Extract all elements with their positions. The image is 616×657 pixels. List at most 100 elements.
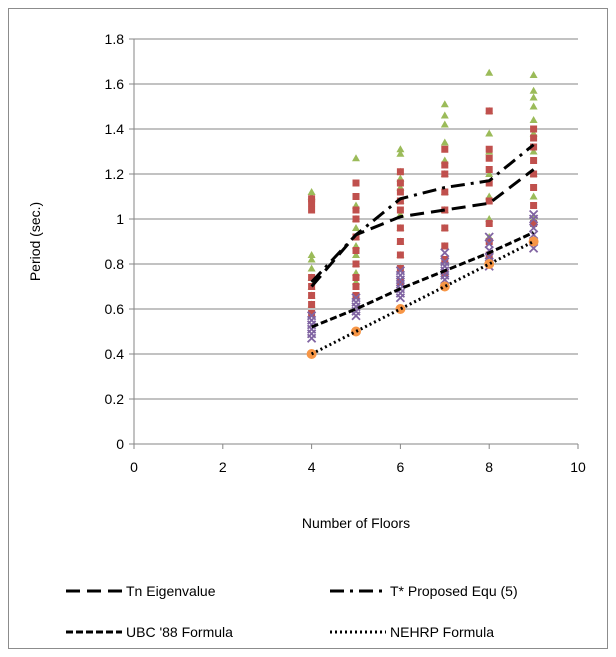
data-point-square — [396, 188, 404, 196]
data-point-triangle — [485, 170, 494, 177]
data-point-triangle — [529, 86, 538, 94]
data-point-triangle — [307, 255, 316, 263]
data-point-square — [485, 154, 493, 162]
data-point-x — [351, 293, 361, 303]
data-point-square — [352, 247, 360, 254]
y-tick-label: 1 — [116, 211, 124, 227]
data-point-triangle — [485, 68, 494, 76]
data-point-square — [352, 260, 360, 268]
data-point-x — [306, 311, 317, 321]
x-tick-label: 0 — [130, 459, 138, 475]
series-line — [310, 168, 535, 288]
data-point-triangle — [307, 188, 316, 195]
data-point-square — [352, 206, 360, 214]
legend-label: NEHRP Formula — [390, 624, 494, 640]
data-point-square — [396, 197, 404, 205]
data-point-circle — [351, 326, 361, 337]
data-point-square — [441, 188, 449, 196]
gridlines — [134, 38, 578, 400]
data-point-square — [441, 269, 449, 277]
data-point-square — [396, 179, 404, 187]
data-point-square — [530, 134, 538, 142]
series-line — [311, 231, 535, 329]
data-point-triangle — [440, 138, 449, 146]
data-point-square — [485, 107, 493, 115]
data-point-square — [485, 220, 493, 227]
data-point-square — [308, 310, 316, 317]
data-point-square — [396, 206, 404, 214]
data-point-triangle — [440, 120, 449, 128]
x-tick-label: 8 — [485, 459, 493, 475]
data-point-square — [530, 143, 538, 151]
data-point-x — [528, 209, 539, 220]
data-point-x — [440, 257, 450, 267]
data-point-square — [530, 184, 538, 191]
data-point-square — [396, 278, 404, 286]
data-point-square — [441, 170, 449, 178]
data-point-square — [352, 283, 360, 290]
data-point-square — [308, 301, 316, 308]
scatter-points — [306, 68, 539, 359]
data-point-square — [308, 199, 316, 207]
data-point-triangle — [307, 251, 316, 258]
data-point-x — [528, 223, 539, 233]
data-point-square — [352, 215, 360, 223]
y-tick-label: 0 — [116, 436, 124, 452]
data-point-square — [396, 265, 404, 272]
data-point-square — [441, 256, 449, 263]
data-point-x — [484, 232, 494, 242]
data-point-square — [530, 170, 538, 178]
y-tick-label: 1.4 — [105, 121, 125, 137]
data-point-square — [485, 197, 493, 205]
y-tick-label: 0.2 — [105, 391, 125, 407]
x-tick-label: 2 — [219, 459, 227, 475]
data-point-square — [396, 224, 404, 232]
data-point-square — [441, 145, 449, 153]
data-point-square — [530, 202, 538, 209]
data-point-square — [352, 292, 360, 299]
data-point-circle — [528, 236, 539, 247]
data-point-triangle — [396, 149, 405, 157]
data-point-triangle — [529, 116, 538, 123]
data-point-square — [530, 125, 538, 133]
y-tick-label: 1.2 — [105, 166, 125, 182]
data-point-triangle — [396, 145, 405, 153]
x-tick-labels: 0 2 4 6 8 10 — [130, 459, 586, 475]
data-point-x — [440, 248, 450, 258]
data-point-triangle — [352, 154, 360, 162]
legend: Tn Eigenvalue T* Proposed Equ (5) UBC '88 … — [66, 583, 518, 640]
data-point-x — [395, 266, 406, 276]
y-tick-label: 0.6 — [105, 301, 125, 317]
data-point-circle — [439, 281, 450, 292]
x-tick-label: 10 — [570, 459, 586, 475]
data-point-x — [484, 239, 494, 249]
data-point-triangle — [307, 264, 316, 272]
data-point-circle — [395, 304, 406, 314]
y-axis-title: Period (sec.) — [27, 202, 43, 281]
data-point-triangle — [529, 102, 538, 110]
data-point-square — [308, 206, 316, 214]
data-point-square — [441, 224, 449, 232]
data-point-square — [396, 238, 404, 245]
data-point-triangle — [440, 100, 449, 108]
x-tick-label: 6 — [397, 459, 405, 475]
data-point-triangle — [440, 111, 449, 119]
y-tick-label: 1.8 — [105, 31, 125, 47]
fit-lines — [310, 143, 535, 356]
data-point-square — [485, 251, 493, 259]
data-point-square — [530, 157, 538, 164]
y-tick-labels: 0 0.2 0.4 0.6 0.8 1 1.2 1.4 1.6 1.8 — [105, 31, 125, 452]
data-point-triangle — [485, 129, 494, 137]
x-tick-label: 4 — [308, 459, 316, 475]
data-point-triangle — [352, 224, 360, 231]
axes — [129, 38, 579, 449]
y-tick-label: 0.4 — [105, 346, 125, 362]
data-point-triangle — [352, 251, 360, 258]
data-point-square — [530, 220, 538, 227]
data-point-square — [396, 251, 404, 259]
data-point-triangle — [529, 93, 538, 101]
data-point-square — [441, 161, 449, 169]
legend-label: Tn Eigenvalue — [126, 583, 216, 599]
data-point-square — [352, 274, 360, 281]
